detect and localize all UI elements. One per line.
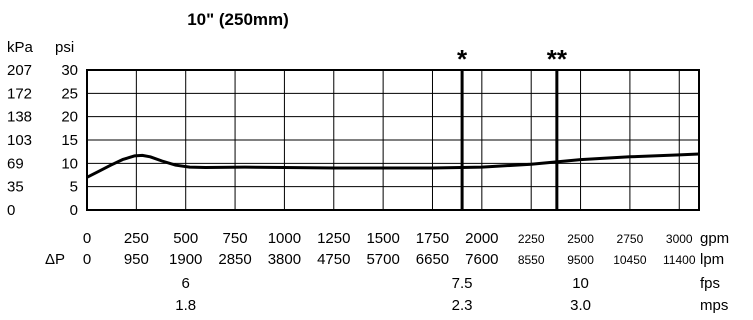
y-tick-labels: 0 0 35 5 69 10 103 15 138 20 172 25 207 30	[7, 62, 78, 219]
marker-label: *	[457, 44, 468, 74]
kpa-unit-label: kPa	[7, 39, 34, 56]
chart-title: 10" (250mm)	[187, 10, 289, 29]
x-tick-gpm: 250	[124, 230, 149, 247]
y-tick-kpa: 207	[7, 62, 32, 79]
x-tick-lpm: 3800	[268, 251, 301, 268]
x-tick-gpm: 1750	[416, 230, 449, 247]
y-tick-psi: 20	[61, 109, 78, 126]
y-tick-kpa: 35	[7, 179, 24, 196]
y-tick-kpa: 172	[7, 85, 32, 102]
y-tick-psi: 5	[70, 179, 78, 196]
x-tick-gpm: 750	[223, 230, 248, 247]
y-tick-psi: 0	[70, 202, 78, 219]
grid-lines	[87, 70, 699, 210]
y-tick-psi: 15	[61, 132, 78, 149]
series-line	[86, 152, 700, 179]
x-tick-lpm: 6650	[416, 251, 449, 268]
x-tick-lpm: 2850	[218, 251, 251, 268]
y-tick-kpa: 138	[7, 109, 32, 126]
plot-frame	[86, 69, 700, 211]
y-tick-psi: 30	[61, 62, 78, 79]
x-tick-lpm: 10450	[613, 253, 647, 267]
x-tick-gpm: 2000	[465, 230, 498, 247]
x-tick-gpm: 0	[83, 230, 91, 247]
x-tick-lpm: 11400	[663, 253, 696, 267]
x-tick-gpm: 2500	[567, 232, 594, 246]
x-tick-lpm: 7600	[465, 251, 498, 268]
psi-unit-label: psi	[55, 39, 74, 56]
x-tick-lpm: 9500	[567, 253, 594, 267]
x-tick-fps: 7.5	[452, 275, 473, 292]
x-tick-lpm: 4750	[317, 251, 350, 268]
y-tick-kpa: 103	[7, 132, 32, 149]
x-tick-lpm: 5700	[366, 251, 399, 268]
x-tick-gpm: 2750	[617, 232, 644, 246]
x-unit-lpm: lpm	[700, 251, 724, 268]
x-tick-lpm: 8550	[518, 253, 545, 267]
x-tick-lpm: 1900	[169, 251, 202, 268]
x-tick-gpm: 1000	[268, 230, 301, 247]
x-tick-gpm: 1500	[366, 230, 399, 247]
x-tick-mps: 2.3	[452, 297, 473, 314]
y-tick-kpa: 69	[7, 155, 24, 172]
x-tick-labels: ΔP 0 250 500 750 1000 1250 1500 1750 2000 2250 2500…	[45, 230, 729, 314]
x-tick-fps: 10	[572, 275, 589, 292]
x-tick-mps: 1.8	[175, 297, 196, 314]
x-unit-mps: mps	[700, 297, 728, 314]
x-tick-lpm: 0	[83, 251, 91, 268]
x-tick-gpm: 2250	[518, 232, 545, 246]
x-tick-mps: 3.0	[570, 297, 591, 314]
design-markers: * **	[457, 44, 568, 210]
marker-label: **	[547, 44, 568, 74]
y-tick-psi: 10	[61, 155, 78, 172]
x-tick-gpm: 3000	[666, 232, 693, 246]
y-tick-psi: 25	[61, 85, 78, 102]
y-tick-kpa: 0	[7, 202, 15, 219]
x-unit-gpm: gpm	[700, 230, 729, 247]
x-tick-gpm: 500	[173, 230, 198, 247]
x-unit-fps: fps	[700, 275, 720, 292]
delta-p-label: ΔP	[45, 251, 65, 268]
series-lines	[86, 152, 700, 179]
x-tick-gpm: 1250	[317, 230, 350, 247]
x-tick-fps: 6	[182, 275, 190, 292]
x-tick-lpm: 950	[124, 251, 149, 268]
